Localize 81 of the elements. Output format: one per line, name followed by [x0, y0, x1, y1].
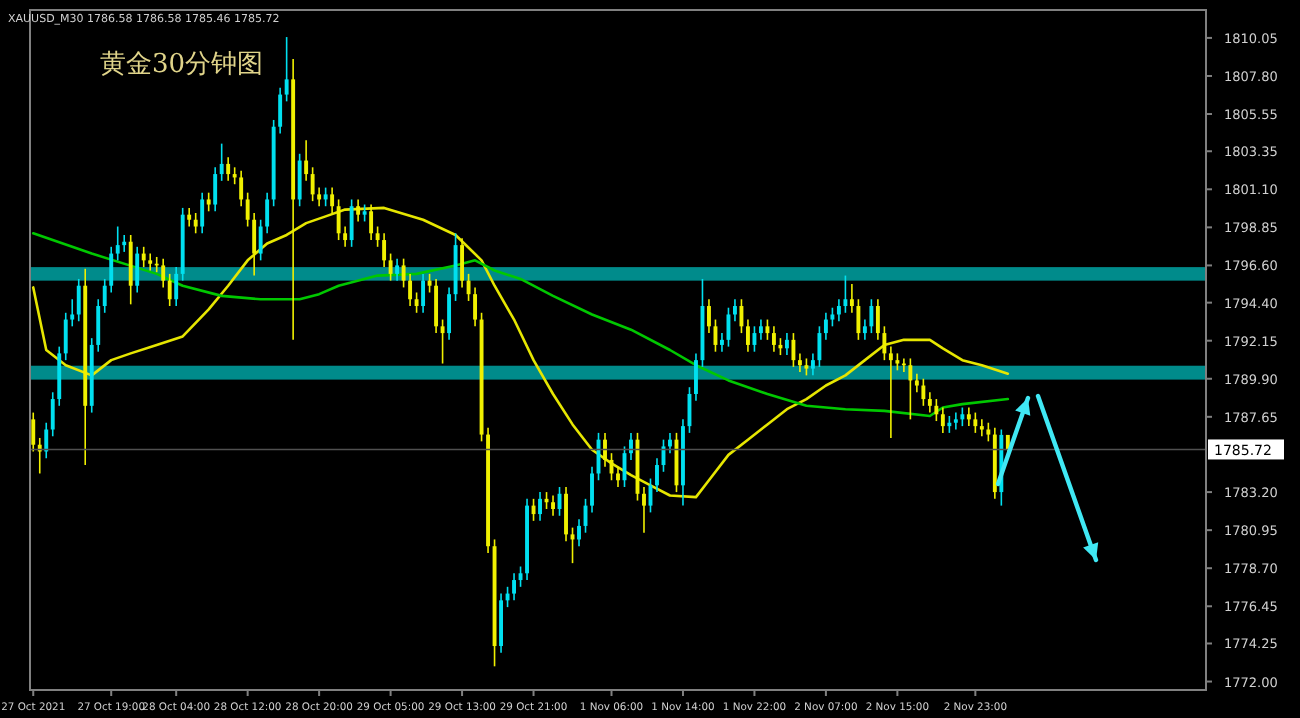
candlestick — [953, 411, 958, 431]
candlestick — [414, 291, 419, 314]
candlestick — [986, 421, 991, 443]
candlestick — [219, 142, 224, 182]
candlestick — [408, 273, 413, 307]
candlestick — [921, 377, 926, 407]
candlestick — [940, 406, 945, 434]
candlestick — [239, 169, 244, 208]
candlestick — [577, 518, 581, 548]
candlestick — [141, 246, 146, 268]
candlestick — [460, 237, 465, 289]
candlestick — [934, 398, 939, 422]
candlestick — [869, 298, 874, 334]
candlestick — [44, 421, 49, 460]
candlestick — [836, 298, 841, 323]
candlestick — [284, 36, 289, 103]
candlestick — [193, 212, 198, 235]
candlestick — [603, 432, 607, 468]
candlestick — [206, 191, 211, 213]
candlestick — [694, 352, 698, 402]
candlestick — [135, 246, 140, 294]
candlestick — [655, 457, 659, 493]
candlestick — [973, 411, 978, 434]
candlestick — [616, 465, 620, 488]
candlestick — [31, 411, 36, 453]
candlestick — [122, 234, 127, 253]
candlestick — [564, 486, 568, 542]
candlestick — [200, 191, 205, 235]
candlestick — [784, 332, 789, 356]
candlestick — [115, 225, 120, 262]
candlestick — [128, 234, 133, 306]
candlestick — [668, 432, 672, 454]
candlestick — [733, 298, 737, 323]
candlestick — [960, 406, 965, 427]
candlestick — [590, 465, 594, 514]
candlestick — [746, 318, 750, 353]
candlestick — [817, 325, 822, 368]
candlestick — [187, 207, 192, 228]
candlestick — [512, 572, 516, 602]
candlestick — [434, 278, 439, 334]
candlestick — [914, 372, 919, 394]
candlestick — [908, 357, 913, 421]
candlestick — [758, 318, 763, 341]
candlestick — [310, 166, 315, 202]
candlestick — [440, 318, 445, 365]
candlestick — [473, 286, 478, 328]
candlestick — [843, 274, 848, 314]
candlestick — [720, 332, 724, 353]
text: 黄金30分钟图 — [100, 50, 264, 80]
candlestick — [447, 286, 452, 341]
candlestick — [739, 298, 744, 334]
line-series — [31, 231, 1010, 418]
candlestick — [927, 391, 932, 414]
candlestick — [323, 186, 328, 208]
candlestick — [551, 494, 555, 517]
candlestick — [707, 298, 711, 334]
candlestick — [421, 273, 426, 314]
candlestick — [979, 418, 984, 438]
candlestick — [966, 406, 971, 427]
candlestick — [752, 325, 757, 353]
candlestick — [382, 232, 387, 268]
candlestick — [226, 156, 231, 182]
candlestick — [771, 325, 776, 353]
candlestick — [213, 166, 218, 213]
candlestick — [538, 491, 542, 522]
candlestick — [823, 311, 828, 341]
candlestick — [297, 152, 302, 208]
candlestick — [765, 318, 770, 341]
candlestick — [791, 332, 796, 368]
candlestick — [304, 139, 309, 182]
candlestick — [349, 198, 354, 248]
candlestick — [167, 273, 172, 307]
candlestick — [395, 257, 400, 282]
candlestick — [174, 266, 179, 307]
candlestick — [388, 252, 393, 282]
candlestick — [629, 432, 633, 461]
candlestick — [499, 592, 503, 654]
candlestick — [888, 345, 893, 439]
candlestick — [797, 352, 802, 373]
candlestick — [161, 257, 166, 289]
candlestick — [76, 278, 81, 323]
